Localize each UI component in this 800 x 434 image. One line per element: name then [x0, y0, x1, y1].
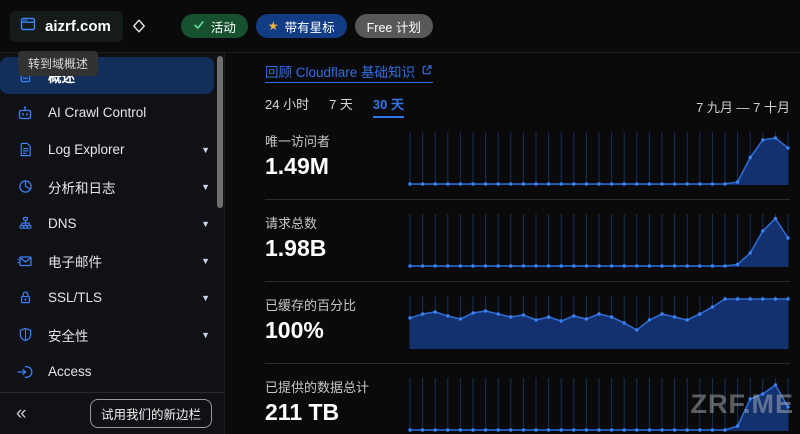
metric-row-unique-visitors: 唯一访问者 1.49M — [265, 118, 790, 200]
overview-tooltip: 转到域概述 — [18, 51, 99, 76]
login-arrow-icon — [16, 364, 34, 380]
chevron-down-icon[interactable]: ▼ — [201, 218, 210, 229]
sidebar-item-label: DNS — [48, 216, 77, 231]
browser-window-icon — [19, 16, 37, 37]
badge-label: 活动 — [210, 20, 236, 35]
sidebar-item-label: AI Crawl Control — [48, 105, 147, 120]
sidebar-nav: 概述 AI Crawl Control — [0, 53, 224, 390]
sidebar-item-analytics-logs[interactable]: 分析和日志 ▼ — [0, 168, 224, 205]
collapse-sidebar-button[interactable]: « — [16, 402, 27, 424]
tab-30d[interactable]: 30 天 — [372, 94, 404, 118]
chevron-down-icon[interactable]: ▼ — [201, 292, 210, 303]
chevron-down-icon[interactable]: ▼ — [201, 181, 210, 192]
site-selector[interactable]: aizrf.com — [10, 10, 123, 42]
sidebar: 转到域概述 概述 AI Crawl Co — [0, 51, 225, 434]
site-name: aizrf.com — [45, 17, 111, 35]
sidebar-item-dns[interactable]: DNS ▼ — [0, 205, 224, 242]
check-icon — [193, 19, 205, 34]
sidebar-item-label: SSL/TLS — [48, 290, 103, 305]
chevron-down-icon[interactable]: ▼ — [201, 255, 210, 266]
total-requests-chart — [408, 210, 790, 281]
metric-value: 100% — [265, 317, 324, 343]
sidebar-footer: « 试用我们的新边栏 — [0, 392, 224, 434]
sidebar-item-label: 安全性 — [48, 328, 89, 344]
badge-label: 带有星标 — [284, 20, 335, 35]
metric-value: 1.98B — [265, 235, 327, 261]
time-range-tabs: 24 小时 7 天 30 天 7 九月 — 7 十月 — [265, 94, 790, 118]
metric-label: 已缓存的百分比 — [265, 298, 357, 313]
status-badges: 活动 ★ 带有星标 Free 计划 — [180, 14, 433, 38]
chevron-down-icon[interactable]: ▼ — [201, 329, 210, 340]
percent-cached-chart — [408, 292, 790, 363]
metric-row-percent-cached: 已缓存的百分比 100% — [265, 282, 790, 364]
email-icon — [16, 253, 34, 269]
sidebar-item-label: Log Explorer — [48, 142, 125, 157]
lock-icon — [16, 290, 34, 305]
main-content: 回顾 Cloudflare 基础知识 24 小时 7 天 30 天 7 九月 —… — [225, 53, 800, 434]
sidebar-item-ssl-tls[interactable]: SSL/TLS ▼ — [0, 279, 224, 316]
sidebar-item-access[interactable]: Access — [0, 353, 224, 390]
sidebar-item-ai-crawl-control[interactable]: AI Crawl Control — [0, 94, 224, 131]
sidebar-item-email[interactable]: 电子邮件 ▼ — [0, 242, 224, 279]
sidebar-item-label: 分析和日志 — [48, 180, 116, 196]
review-fundamentals-link[interactable]: 回顾 Cloudflare 基础知识 — [265, 61, 434, 83]
star-icon: ★ — [267, 19, 279, 33]
sidebar-item-label: Access — [48, 364, 92, 379]
active-status-badge: 活动 — [180, 14, 248, 38]
shield-icon — [16, 327, 34, 342]
diamond-chevron-icon[interactable] — [131, 18, 147, 34]
chevron-down-icon[interactable]: ▼ — [201, 144, 210, 155]
metric-label: 已提供的数据总计 — [265, 380, 370, 395]
plan-badge: Free 计划 — [354, 14, 433, 38]
network-tree-icon — [16, 216, 34, 231]
tab-24h[interactable]: 24 小时 — [265, 97, 310, 112]
pie-chart-icon — [16, 179, 34, 194]
log-file-icon — [16, 142, 34, 157]
sidebar-item-log-explorer[interactable]: Log Explorer ▼ — [0, 131, 224, 168]
try-new-sidebar-button[interactable]: 试用我们的新边栏 — [89, 399, 212, 428]
robot-icon — [16, 105, 34, 121]
starred-badge: ★ 带有星标 — [255, 14, 347, 38]
sidebar-item-security[interactable]: 安全性 ▼ — [0, 316, 224, 353]
badge-label: Free 计划 — [366, 20, 421, 35]
review-link-label: 回顾 Cloudflare 基础知识 — [265, 65, 416, 80]
metric-value: 211 TB — [265, 399, 340, 425]
external-link-icon — [421, 64, 433, 79]
date-range-label: 7 九月 — 7 十月 — [696, 99, 790, 115]
metric-label: 请求总数 — [265, 216, 318, 231]
metric-row-data-served: 已提供的数据总计 211 TB — [265, 364, 790, 434]
tab-7d[interactable]: 7 天 — [329, 97, 353, 112]
metric-row-total-requests: 请求总数 1.98B — [265, 200, 790, 282]
data-served-chart — [408, 374, 790, 434]
top-bar: aizrf.com 活动 ★ 带有星标 Free 计划 — [0, 0, 800, 53]
metric-value: 1.49M — [265, 153, 329, 179]
sidebar-scrollbar-thumb[interactable] — [217, 56, 223, 208]
sidebar-item-label: 电子邮件 — [48, 254, 102, 270]
unique-visitors-chart — [408, 128, 790, 199]
metric-label: 唯一访问者 — [265, 134, 331, 149]
